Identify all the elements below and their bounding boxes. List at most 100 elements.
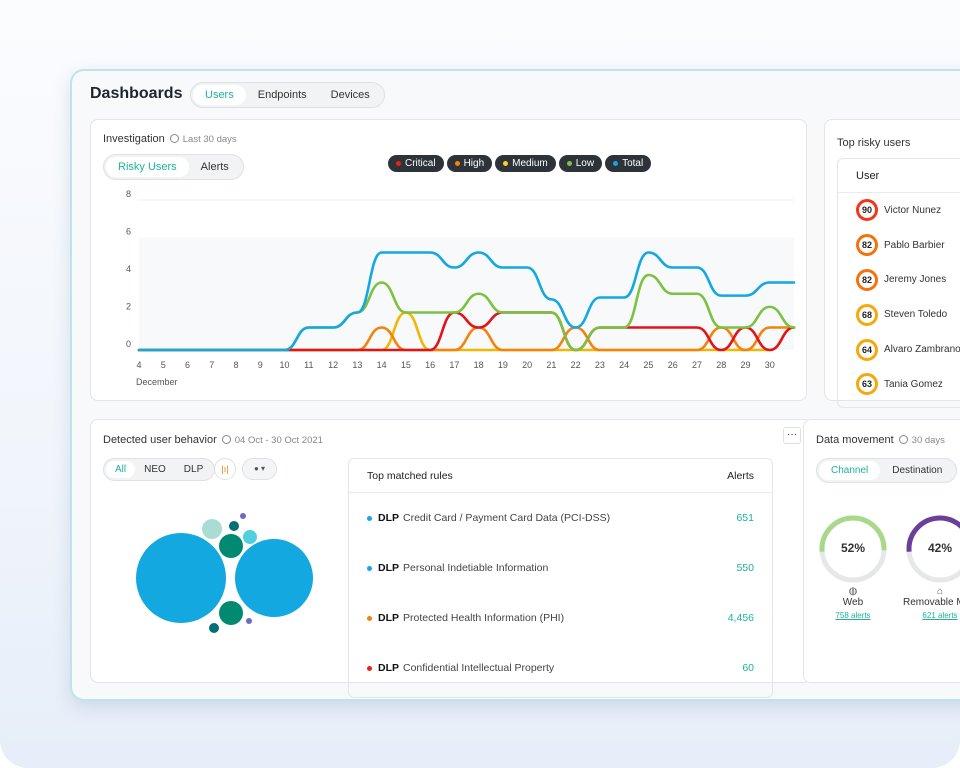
series-line-total: [137, 251, 796, 352]
x-tick-label: 11: [304, 360, 313, 370]
x-tick-label: 26: [668, 360, 678, 370]
top-matched-rules-table: Top matched rules Alerts DLP Credit Card …: [348, 458, 773, 698]
bubble: [202, 519, 222, 539]
legend-medium[interactable]: Medium: [495, 155, 556, 172]
info-icon: [169, 134, 179, 143]
info-icon: [898, 435, 908, 444]
legend-total[interactable]: Total: [605, 155, 652, 172]
bubble: [235, 539, 313, 617]
more-options-button[interactable]: ···: [783, 427, 801, 444]
bubble: [136, 533, 226, 623]
rule-name: Credit Card / Payment Card Data (PCI-DSS…: [403, 512, 611, 524]
rule-name: Confidential Intellectual Property: [403, 662, 555, 674]
x-tick-label: 16: [425, 360, 435, 370]
legend-dot: [566, 161, 572, 166]
legend-low[interactable]: Low: [558, 155, 603, 172]
waveform-icon[interactable]: |ı|: [214, 458, 236, 480]
user-name: Jeremy Jones: [884, 274, 947, 286]
rule-alert-count: 651: [736, 512, 754, 524]
dashboard-window: Dashboards Users Endpoints Devices Inves…: [70, 69, 960, 701]
legend-dot: [503, 161, 509, 166]
risky-user-row[interactable]: 64 Alvaro Zambrano: [838, 332, 960, 367]
detected-behavior-card: Detected user behavior 04 Oct - 30 Oct 20…: [90, 419, 812, 698]
risky-user-row[interactable]: 63 Tania Gomez: [838, 367, 960, 402]
x-tick-label: 4: [136, 360, 141, 370]
y-tick-label: 6: [126, 227, 131, 237]
rule-alert-count: 60: [742, 662, 754, 674]
toggle-risky-users[interactable]: Risky Users: [106, 157, 189, 177]
x-tick-label: 18: [474, 360, 484, 370]
tab-users[interactable]: Users: [193, 85, 246, 105]
x-tick-label: 30: [765, 360, 775, 370]
rule-tag: DLP: [378, 612, 399, 624]
x-tick-label: 12: [328, 360, 338, 370]
top-risky-users-card: Top risky users User 90 Victor Nunez 82 Pab…: [824, 119, 960, 408]
investigation-card: Investigation Last 30 days Risky Users Al…: [90, 119, 807, 401]
severity-dot: [367, 565, 372, 571]
legend-label: Low: [575, 158, 595, 169]
chart-legend: Critical High Medium Low Total: [388, 155, 654, 172]
severity-dot: [367, 515, 372, 521]
rule-row[interactable]: DLP Protected Health Information (PHI) 4,4…: [349, 593, 772, 643]
filter-neo[interactable]: NEO: [144, 464, 166, 475]
x-tick-label: 21: [546, 360, 556, 370]
x-tick-label: 17: [449, 360, 459, 370]
risky-user-row[interactable]: 68 Steven Toledo: [838, 297, 960, 332]
gauge-percent: 52%: [840, 541, 866, 555]
behavior-title: Detected user behavior: [103, 434, 217, 446]
risky-title: Top risky users: [837, 137, 911, 149]
bubble: [240, 513, 246, 519]
column-header-user: User: [838, 159, 960, 193]
behavior-filter: All NEO DLP: [103, 458, 216, 481]
gauge-removable-media: 42% ⌂Removable Media 621 alerts: [903, 512, 960, 620]
risky-user-row[interactable]: 82 Jeremy Jones: [838, 263, 960, 298]
toggle-destination[interactable]: Destination: [892, 465, 943, 476]
y-tick-label: 4: [126, 264, 131, 274]
x-tick-label: 7: [209, 360, 214, 370]
x-axis-label: December: [136, 377, 178, 387]
legend-critical[interactable]: Critical: [388, 155, 444, 172]
gauge-percent: 42%: [927, 541, 953, 555]
rule-row[interactable]: DLP Credit Card / Payment Card Data (PCI-…: [349, 493, 772, 543]
user-name: Alvaro Zambrano: [884, 344, 960, 356]
usb-icon: ⌂: [936, 586, 944, 597]
filter-dlp[interactable]: DLP: [183, 464, 204, 475]
rule-row[interactable]: DLP Confidential Intellectual Property 60: [349, 643, 772, 693]
x-tick-label: 29: [740, 360, 750, 370]
risky-user-row[interactable]: 82 Pablo Barbier: [838, 228, 960, 263]
rule-tag: DLP: [378, 562, 399, 574]
filter-all[interactable]: All: [106, 461, 136, 478]
rule-name: Personal Indetiable Information: [403, 562, 549, 574]
risk-score-badge: 63: [856, 373, 878, 396]
x-tick-label: 6: [185, 360, 190, 370]
user-name: Tania Gomez: [884, 378, 943, 390]
legend-high[interactable]: High: [446, 155, 493, 172]
legend-dot: [454, 161, 460, 166]
rule-tag: DLP: [378, 512, 399, 524]
gauge-ring: [819, 515, 887, 583]
gauge-alerts-link[interactable]: 758 alerts: [835, 611, 871, 620]
column-header-alerts: Alerts: [727, 469, 754, 482]
y-tick-label: 8: [126, 189, 131, 199]
rule-row[interactable]: DLP Personal Indetiable Information 550: [349, 543, 772, 593]
risk-score-badge: 64: [856, 338, 878, 361]
legend-dot: [613, 161, 619, 166]
risky-user-row[interactable]: 90 Victor Nunez: [838, 193, 960, 228]
gauge-alerts-link[interactable]: 621 alerts: [922, 611, 958, 620]
tab-devices[interactable]: Devices: [330, 89, 370, 101]
x-tick-label: 19: [498, 360, 508, 370]
toggle-alerts[interactable]: Alerts: [200, 161, 229, 173]
tab-endpoints[interactable]: Endpoints: [257, 89, 307, 101]
y-tick-label: 2: [126, 302, 131, 312]
color-dropdown[interactable]: ● ▾: [242, 458, 277, 480]
risk-score-badge: 90: [856, 199, 878, 222]
investigation-subtitle: Last 30 days: [182, 134, 237, 145]
legend-dot: [396, 161, 401, 166]
toggle-channel[interactable]: Channel: [819, 461, 881, 480]
severity-dot: [367, 615, 372, 621]
rule-name: Protected Health Information (PHI): [403, 612, 565, 624]
x-tick-label: 25: [643, 360, 653, 370]
x-tick-label: 22: [571, 360, 581, 370]
risky-user-list: 90 Victor Nunez 82 Pablo Barbier 82 Jeremy Jo…: [838, 193, 960, 402]
